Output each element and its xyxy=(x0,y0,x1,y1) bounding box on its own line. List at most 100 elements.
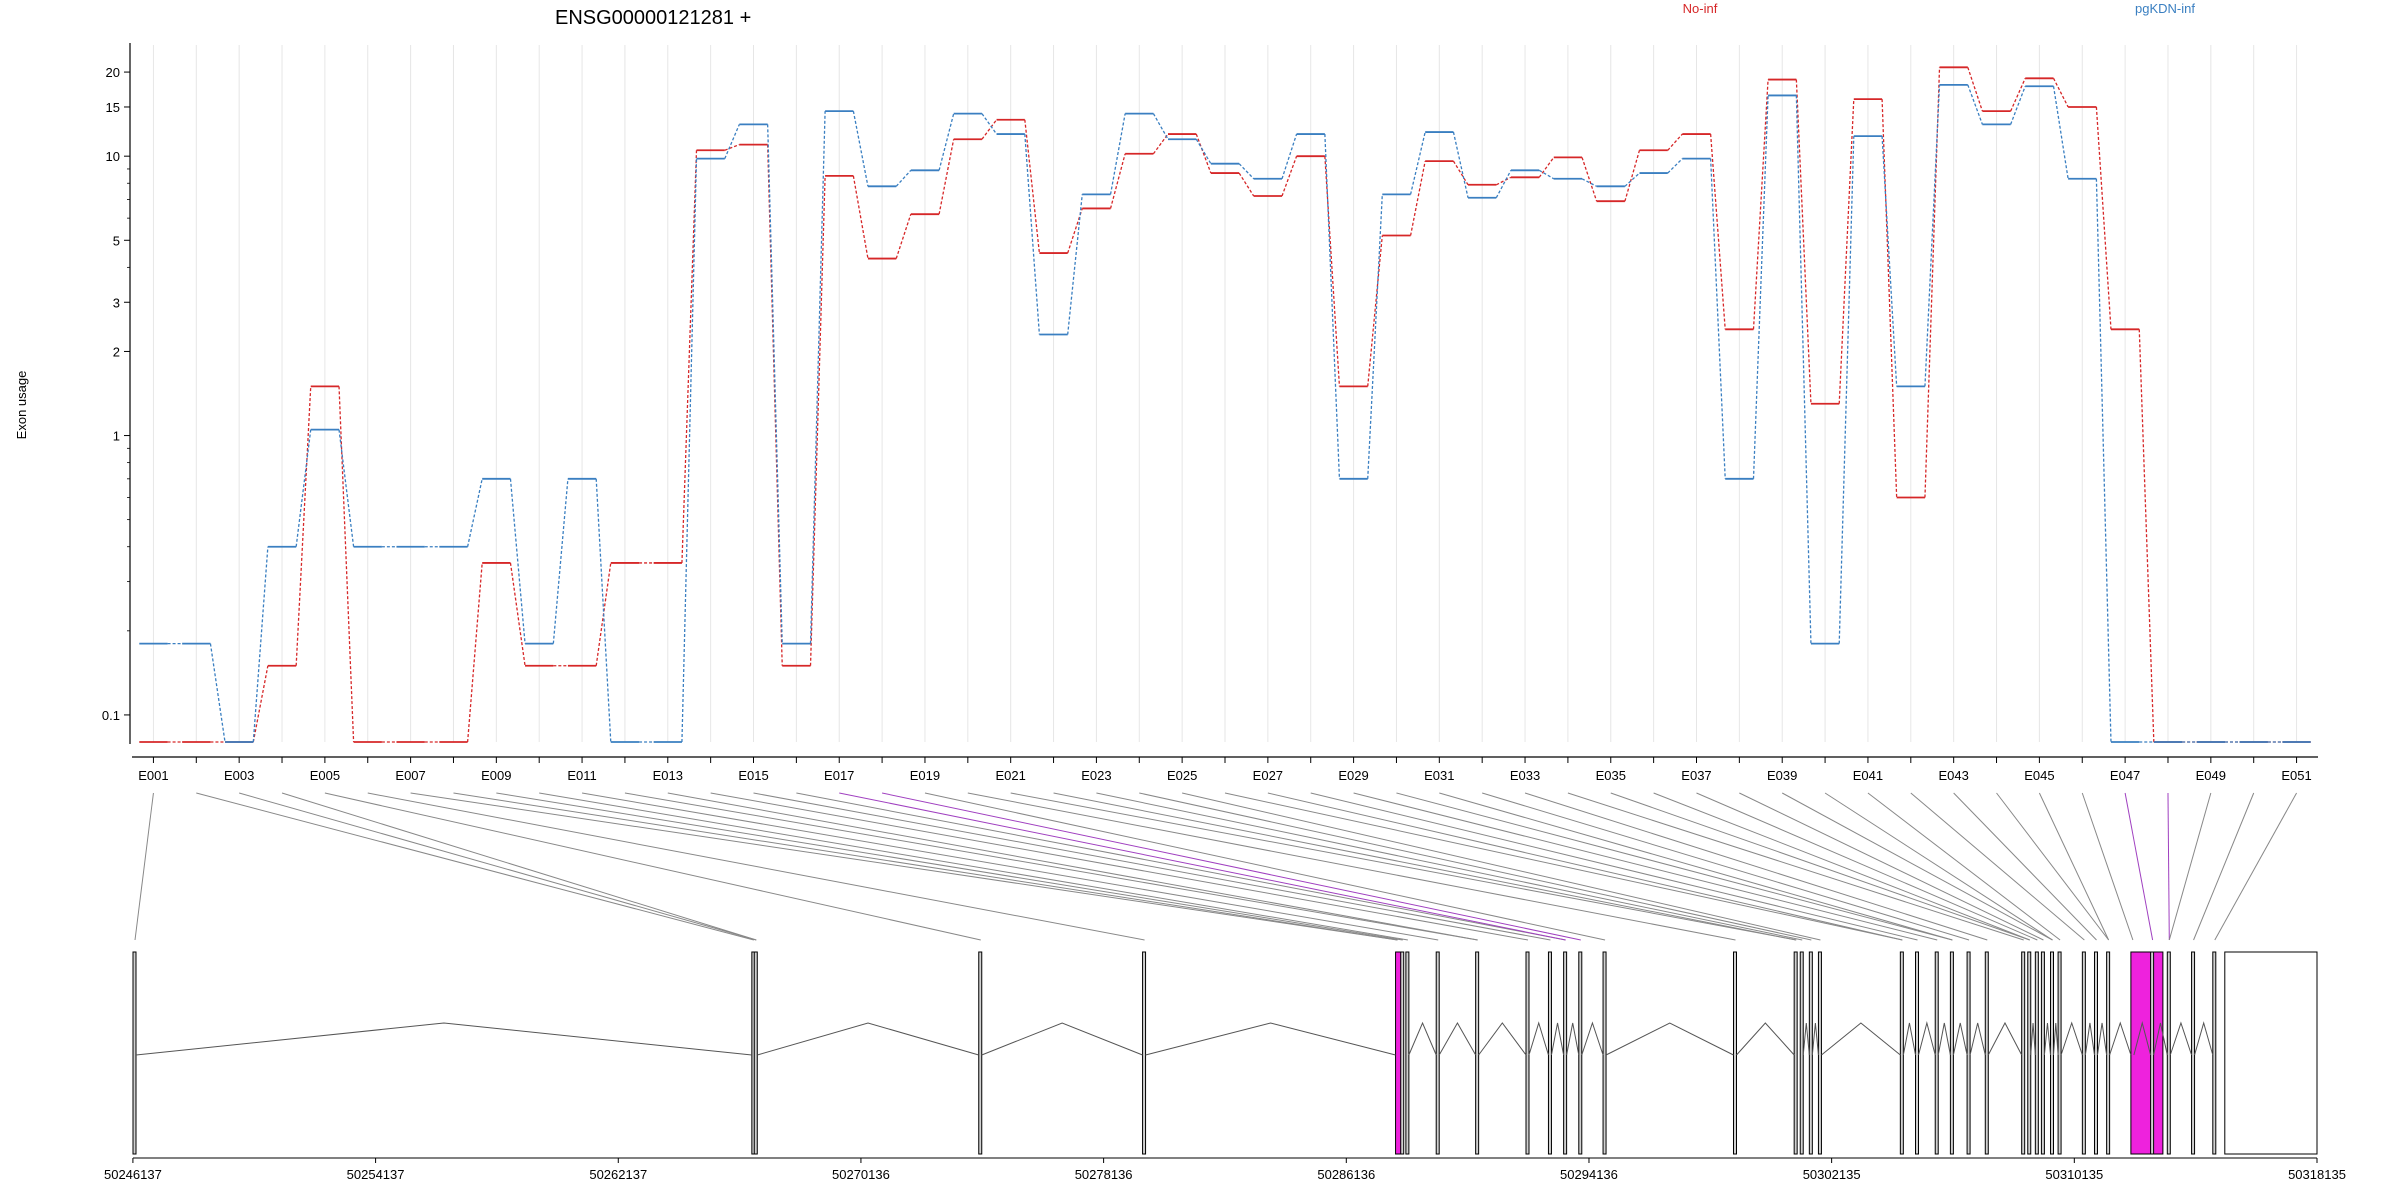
series-connector xyxy=(1924,67,1941,498)
intron-line xyxy=(2060,1021,2083,1056)
x-tick-label: E011 xyxy=(567,768,596,783)
intron-line xyxy=(2133,1021,2152,1056)
intron-line xyxy=(1605,1022,1734,1056)
exon-connector xyxy=(1224,792,1903,941)
series-connector xyxy=(1838,136,1855,644)
intron-line xyxy=(1902,1022,1917,1056)
series-connector xyxy=(1067,208,1083,254)
y-tick-label: 20 xyxy=(106,65,120,80)
gene-model xyxy=(132,951,2318,1155)
exon-connector xyxy=(2168,792,2212,941)
genomic-tick-label: 50246137 xyxy=(104,1167,162,1182)
exon-box xyxy=(1808,951,1813,1155)
series-connector xyxy=(209,643,226,743)
x-tick-label: E043 xyxy=(1938,768,1968,783)
grid-lines xyxy=(152,45,2298,742)
exon-connector xyxy=(1139,792,1812,941)
series-connector xyxy=(2052,78,2069,108)
series-connector xyxy=(1924,84,1941,387)
exon-connector xyxy=(1310,792,1918,941)
exon-box xyxy=(2021,951,2026,1155)
exon-connector xyxy=(624,792,1478,941)
exon-box xyxy=(753,951,758,1155)
series-connector xyxy=(1709,158,1726,479)
genomic-tick-label: 50278136 xyxy=(1075,1167,1133,1182)
exon-connector xyxy=(2081,792,2134,941)
series-connector xyxy=(1409,131,1426,195)
series-pgkdn-inf xyxy=(139,83,2311,743)
series-connector xyxy=(338,429,355,547)
exon-box xyxy=(2191,951,2196,1155)
exon-connector xyxy=(667,792,1478,941)
exon-connector xyxy=(239,792,757,941)
series-connector xyxy=(681,150,698,563)
series-connector xyxy=(1667,133,1683,151)
intron-line xyxy=(2153,1022,2168,1056)
series-connector xyxy=(938,139,955,215)
exon-connector xyxy=(281,792,757,941)
exon-connector xyxy=(367,792,1145,941)
exon-box xyxy=(1732,951,1737,1155)
series-connector xyxy=(595,478,612,743)
exon-connector xyxy=(410,792,1398,941)
series-connector xyxy=(1838,99,1855,404)
series-connector xyxy=(981,113,998,135)
genomic-tick-label: 50262137 xyxy=(589,1167,647,1182)
exon-box xyxy=(2034,951,2039,1155)
series-connector xyxy=(2138,329,2155,743)
exon-connector xyxy=(796,792,1566,941)
exon-box xyxy=(2212,951,2217,1155)
series-connector xyxy=(1324,134,1341,479)
genomic-tick-label: 50270136 xyxy=(832,1167,890,1182)
series-connector xyxy=(338,386,355,743)
exon-box xyxy=(1142,951,1147,1155)
series-connector xyxy=(1152,133,1169,155)
exon-connector xyxy=(1824,792,2053,941)
exon-box xyxy=(1799,951,1804,1155)
y-tick-label: 1 xyxy=(113,429,120,444)
intron-line xyxy=(2109,1021,2132,1056)
series-connector xyxy=(1581,178,1597,187)
intron-line xyxy=(135,1022,752,1056)
series-connector xyxy=(1281,133,1298,179)
intron-line xyxy=(2169,1021,2193,1056)
series-connector xyxy=(809,111,826,644)
series-connector xyxy=(1538,157,1555,178)
exon-box xyxy=(2130,951,2164,1155)
exon-box xyxy=(1547,951,1552,1155)
x-tick-label: E041 xyxy=(1853,768,1883,783)
series-connector xyxy=(2095,106,2112,330)
series-connector xyxy=(1452,131,1469,198)
intron-line xyxy=(1528,1021,1549,1056)
intron-line xyxy=(1821,1022,1901,1056)
x-tick-label: E023 xyxy=(1081,768,1111,783)
x-tick-label: E039 xyxy=(1767,768,1797,783)
legend-item-pgkdn-inf: pgKDN-inf xyxy=(2135,1,2195,16)
exon-box xyxy=(1578,951,1583,1155)
series-connector xyxy=(1452,160,1469,186)
genomic-tick-label: 50302135 xyxy=(1803,1167,1861,1182)
series-connector xyxy=(1109,153,1126,209)
intron-line xyxy=(2030,1022,2036,1056)
series-connector xyxy=(1581,157,1598,202)
genomic-coordinate-axis: 50246137 50254137 50262137 50270136 50278136… xyxy=(104,1157,2346,1182)
exon-connector xyxy=(324,792,981,941)
exon-connector xyxy=(924,792,1606,941)
intron-line xyxy=(757,1022,979,1056)
exon-connector xyxy=(1781,792,2053,941)
series-connector xyxy=(2010,78,2026,112)
series-connector xyxy=(1238,163,1255,180)
y-tick-label: 2 xyxy=(113,344,120,359)
x-tick-label: E045 xyxy=(2024,768,2054,783)
intron-line xyxy=(1478,1022,1527,1056)
series-connector xyxy=(852,175,869,259)
intron-line xyxy=(2194,1021,2214,1056)
exon-box xyxy=(1984,951,1989,1155)
series-connector xyxy=(852,110,869,187)
exon-connector xyxy=(2193,792,2255,941)
exon-connector xyxy=(196,792,754,941)
series-connector xyxy=(1752,79,1769,330)
exon-box xyxy=(2081,951,2086,1155)
x-tick-label: E051 xyxy=(2281,768,2311,783)
exon-connector xyxy=(881,792,1581,941)
